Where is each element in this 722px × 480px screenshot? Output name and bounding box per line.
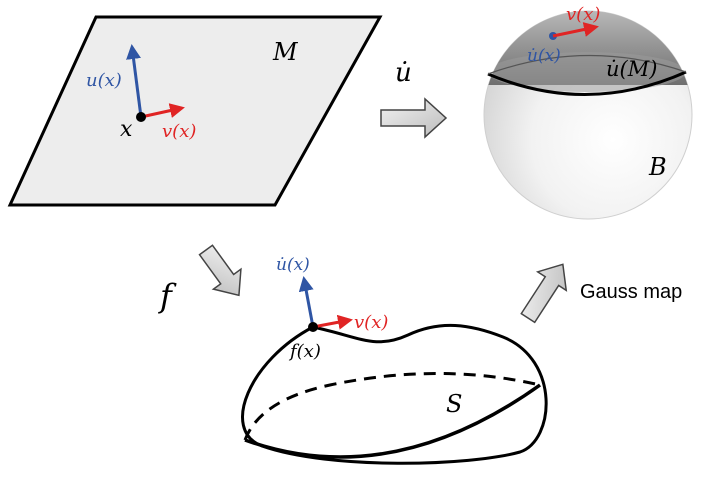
v-vector-arrow xyxy=(140,103,185,119)
sphere-region-label: u̇(M) xyxy=(606,57,657,81)
map-f-arrow: f xyxy=(158,244,242,315)
gauss-map-label: Gauss map xyxy=(580,281,682,303)
surface-bottom-edge xyxy=(244,383,542,459)
surface-normal-label: u̇(x) xyxy=(276,255,310,275)
map-u-label: u̇ xyxy=(395,58,412,88)
sphere-label: B xyxy=(648,153,667,181)
map-u-arrow: u̇ xyxy=(380,58,448,139)
down-right-arrow-shape xyxy=(198,244,242,297)
sphere-cap-disk xyxy=(488,52,686,92)
map-f-label: f xyxy=(158,277,177,315)
plane-m: M x u(x) v(x) xyxy=(7,15,383,207)
cap-boundary-back xyxy=(487,54,687,75)
cap-boundary-front xyxy=(487,70,687,96)
gauss-map-arrow: Gauss map xyxy=(520,263,682,324)
plane-label: M xyxy=(272,38,299,66)
surface-point xyxy=(308,322,318,332)
point-x xyxy=(136,112,146,122)
sphere-u-label: u̇(x) xyxy=(527,46,561,66)
surface-label: S xyxy=(446,390,462,418)
sphere-v-arrow xyxy=(552,22,599,38)
sphere-b: u̇(M) v(x) u̇(x) B xyxy=(483,4,693,220)
surface-v-label: v(x) xyxy=(354,312,388,333)
surface-s: u̇(x) v(x) f(x) S xyxy=(241,255,548,465)
surface-point-label: f(x) xyxy=(288,341,321,362)
right-arrow-shape xyxy=(380,97,448,139)
up-right-arrow-shape xyxy=(520,263,568,324)
u-vector-arrow xyxy=(126,44,143,118)
surface-normal-arrow xyxy=(298,276,315,328)
surface-hidden-edge xyxy=(243,372,541,441)
u-vector-label: u(x) xyxy=(86,70,122,91)
point-x-label: x xyxy=(120,117,133,142)
surface-v-arrow xyxy=(312,314,353,330)
sphere-v-label: v(x) xyxy=(566,4,600,25)
v-vector-label: v(x) xyxy=(162,121,196,142)
surface-outline xyxy=(241,323,548,465)
plane-parallelogram xyxy=(7,15,383,207)
